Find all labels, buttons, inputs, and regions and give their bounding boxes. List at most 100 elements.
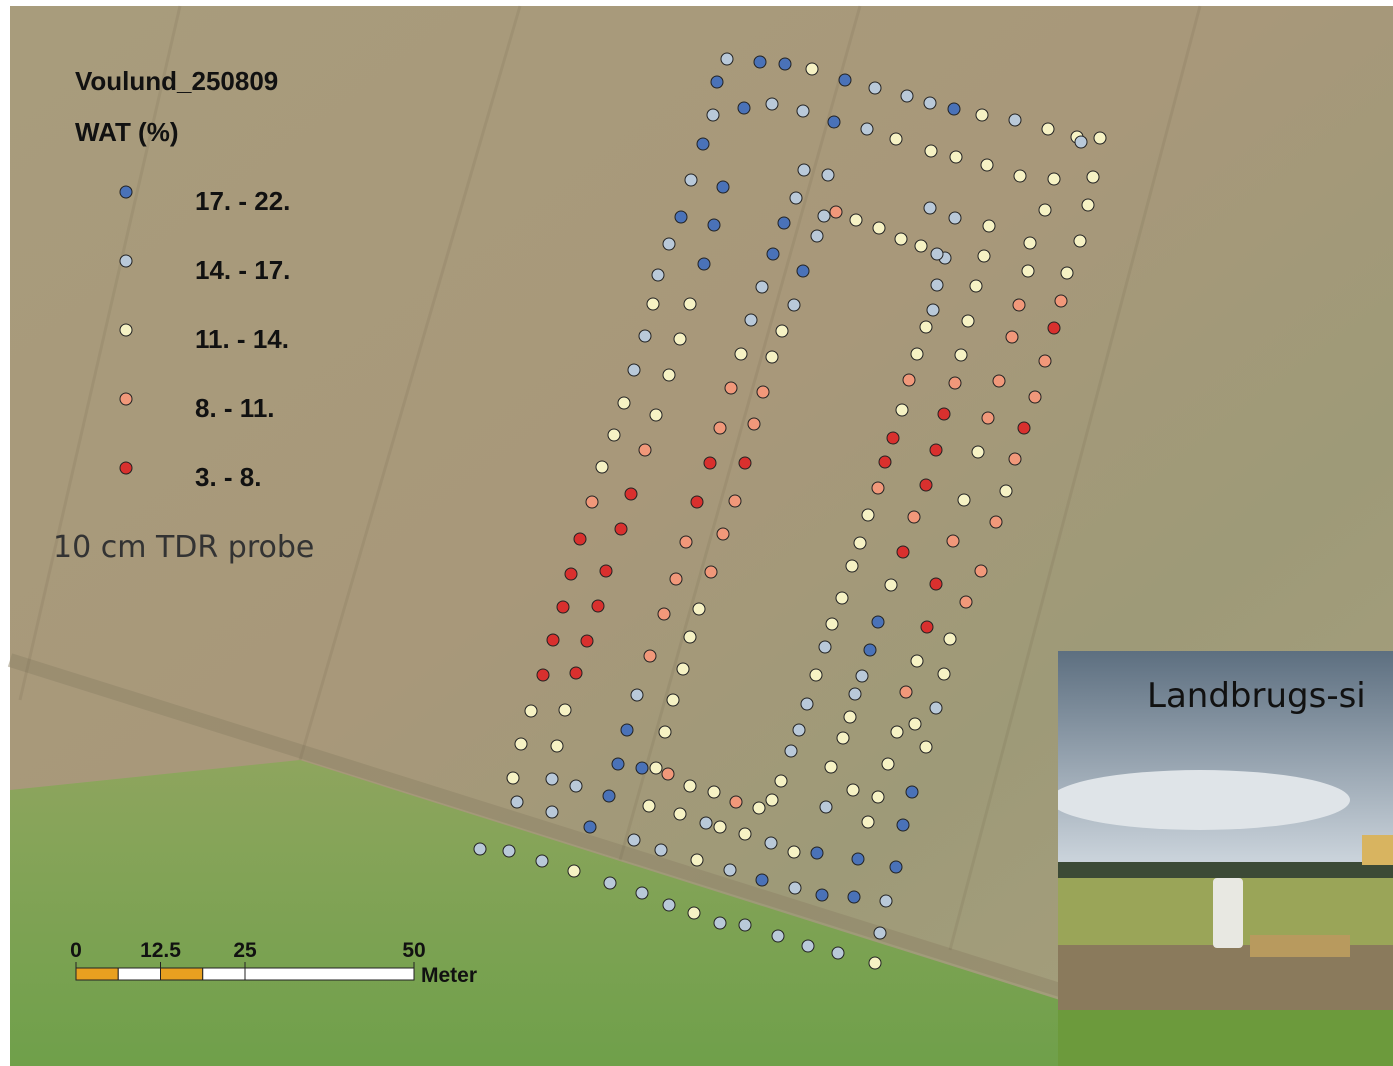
sample-point [1009,114,1021,126]
sample-point [765,837,777,849]
sample-point [767,248,779,260]
sample-point [1094,132,1106,144]
sample-point [869,957,881,969]
sample-point [680,536,692,548]
legend-label: 14. - 17. [195,255,290,285]
sample-point [745,314,757,326]
sample-point [586,496,598,508]
sample-point [891,726,903,738]
sample-point [778,217,790,229]
sample-point [717,181,729,193]
sample-point [949,377,961,389]
sample-point [806,63,818,75]
sample-point [1022,265,1034,277]
sample-point [970,280,982,292]
legend-label: 11. - 14. [195,324,289,354]
sample-point [1075,136,1087,148]
sample-point [714,422,726,434]
sample-point [931,279,943,291]
sample-point [862,816,874,828]
sample-point [896,404,908,416]
sample-point [920,479,932,491]
sample-point [772,930,784,942]
sample-point [900,686,912,698]
inset-photo: Landbrugs-si [1050,651,1393,1066]
sample-point [507,772,519,784]
sample-point [1055,295,1067,307]
sample-point [873,222,885,234]
sample-point [906,786,918,798]
sample-point [983,220,995,232]
sample-point [636,762,648,774]
sample-point [568,865,580,877]
cloud [1050,770,1350,830]
sample-point [603,790,615,802]
sample-point [1048,173,1060,185]
sample-point [776,325,788,337]
sample-point [874,927,886,939]
sample-point [828,116,840,128]
sample-point [584,821,596,833]
sample-point [663,238,675,250]
inset-caption: Landbrugs-si [1147,676,1366,716]
sample-point [856,670,868,682]
scale-segment [76,968,118,980]
sample-point [897,546,909,558]
sample-point [684,780,696,792]
note: 10 cm TDR probe [53,530,314,565]
sample-point [930,444,942,456]
sample-point [990,516,1002,528]
sample-point [862,509,874,521]
grass [1058,1010,1393,1066]
sample-point [581,635,593,647]
sample-point [652,269,664,281]
legend-swatch [120,462,132,474]
sample-point [1042,123,1054,135]
sample-point [1039,204,1051,216]
sample-point [608,429,620,441]
sample-point [631,689,643,701]
sample-point [1006,331,1018,343]
sample-point [790,192,802,204]
sample-point [659,726,671,738]
sample-point [1074,235,1086,247]
sample-point [816,889,828,901]
sample-point [698,258,710,270]
scale-segment [203,968,245,980]
sample-point [872,616,884,628]
platform [1362,835,1393,865]
sample-point [714,917,726,929]
sample-point [536,855,548,867]
sample-point [1029,391,1041,403]
sample-point [885,579,897,591]
sample-point [724,864,736,876]
scale-segment [245,968,414,980]
scale-label: 0 [70,939,82,962]
sample-point [688,907,700,919]
sample-point [570,667,582,679]
sample-point [756,874,768,886]
sample-point [515,738,527,750]
sample-point [880,895,892,907]
sample-point [511,796,523,808]
legend-label: 3. - 8. [195,462,261,492]
sample-point [949,212,961,224]
sample-point [628,834,640,846]
sample-point [574,533,586,545]
sample-point [861,123,873,135]
sample-point [753,802,765,814]
scale-label: 12.5 [140,939,181,962]
sample-point [785,745,797,757]
sample-point [628,364,640,376]
sample-point [850,214,862,226]
sample-point [895,233,907,245]
sample-point [789,882,801,894]
sample-point [766,98,778,110]
sample-point [848,891,860,903]
sample-point [890,133,902,145]
sample-point [947,535,959,547]
sample-point [697,138,709,150]
sample-point [546,773,558,785]
sample-point [903,374,915,386]
sample-point [849,688,861,700]
